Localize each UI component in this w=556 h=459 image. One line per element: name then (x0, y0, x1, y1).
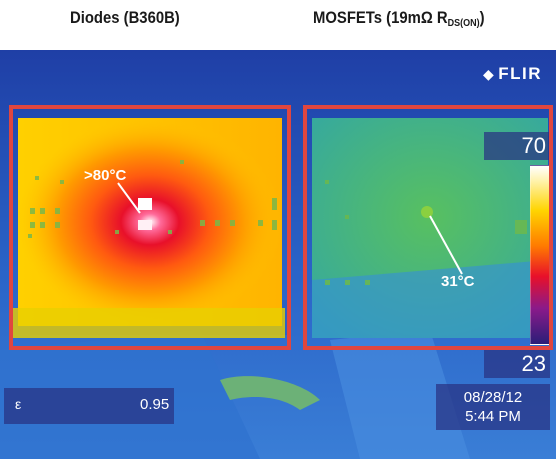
emissivity-symbol: ε (15, 396, 22, 412)
diodes-heading: Diodes (B360B) (70, 9, 180, 28)
mosfets-heading: MOSFETs (19mΩ RDS(ON)) (313, 9, 485, 29)
datetime-box: 08/28/12 5:44 PM (436, 384, 550, 430)
thermal-picture (0, 50, 556, 459)
time-text: 5:44 PM (465, 408, 521, 425)
mosfet-callout-line (429, 215, 463, 275)
flir-logo-text: FLIR (498, 64, 542, 83)
diodes-highlight-box (9, 105, 291, 350)
date-text: 08/28/12 (463, 389, 523, 406)
scale-max-value: 70 (484, 132, 550, 160)
rdson-subscript: DS(ON) (447, 18, 480, 29)
flir-mark-icon: ◆ (482, 65, 496, 82)
thermal-image: ◆ FLIR 70 23 ε 0.95 08/28/12 5:44 PM >80… (0, 50, 556, 459)
emissivity-value: 0.95 (140, 396, 170, 413)
scale-min-value: 23 (484, 350, 550, 378)
mosfet-temp-label: 31°C (441, 273, 475, 290)
diode-callout-line (117, 182, 141, 214)
diode-temp-label: >80°C (84, 167, 127, 184)
mosfets-highlight-box (303, 105, 553, 350)
diodes-heading-text: Diodes (B360B) (70, 9, 180, 27)
mosfets-heading-close: ) (479, 9, 485, 27)
emissivity-bar (4, 388, 174, 424)
flir-logo: ◆ FLIR (483, 64, 542, 84)
callout-lines (117, 182, 463, 275)
mosfets-heading-text: MOSFETs (19mΩ R (313, 9, 448, 27)
